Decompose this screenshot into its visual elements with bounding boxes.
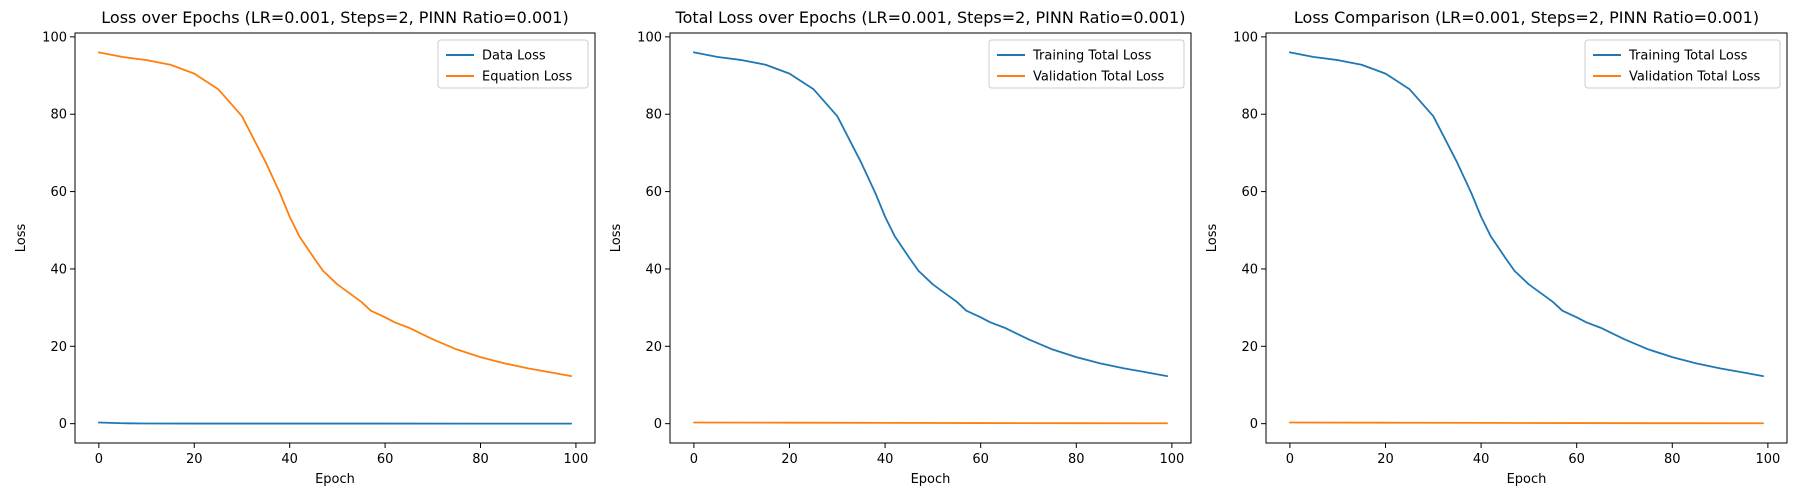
- series-line-1: [693, 51, 1168, 377]
- y-tick-label: 40: [50, 262, 67, 277]
- legend: Training Total Loss Validation Total Loss: [988, 39, 1185, 89]
- legend: Data Loss Equation Loss: [437, 39, 589, 89]
- series-line-2: [693, 421, 1168, 425]
- legend-label: Validation Total Loss: [1033, 70, 1165, 85]
- y-axis-label: Loss: [14, 224, 29, 253]
- y-tick-label: 20: [1241, 340, 1258, 355]
- plot-frame: [669, 32, 1192, 444]
- x-axis-label: Epoch: [911, 472, 951, 487]
- y-tick-label: 40: [1241, 262, 1258, 277]
- legend-box: [437, 39, 589, 89]
- plot-frame: [74, 32, 596, 444]
- y-tick-label: 40: [645, 262, 662, 277]
- y-tick-label: 0: [59, 417, 67, 432]
- y-tick-label: 80: [1241, 108, 1258, 123]
- legend: Training Total Loss Validation Total Loss: [1584, 39, 1781, 89]
- chart-2: Total Loss over Epochs (LR=0.001, Steps=…: [609, 8, 1192, 487]
- x-tick-label: 20: [186, 452, 203, 467]
- legend-label: Equation Loss: [482, 70, 572, 85]
- x-tick-label: 60: [377, 452, 394, 467]
- legend-box: [988, 39, 1185, 89]
- series-line-2: [1289, 421, 1764, 425]
- legend-box: [1584, 39, 1781, 89]
- series-line-2: [97, 51, 573, 377]
- x-tick-label: 20: [781, 452, 798, 467]
- x-tick-label: 100: [1159, 452, 1184, 467]
- x-tick-label: 80: [1068, 452, 1085, 467]
- x-tick-label: 100: [1755, 452, 1780, 467]
- x-tick-label: 0: [95, 452, 103, 467]
- x-tick-label: 60: [1568, 452, 1585, 467]
- y-tick-label: 100: [637, 30, 662, 45]
- y-tick-label: 80: [50, 108, 67, 123]
- y-tick-label: 100: [42, 30, 67, 45]
- chart-title: Loss Comparison (LR=0.001, Steps=2, PINN…: [1294, 8, 1759, 27]
- x-tick-label: 40: [281, 452, 298, 467]
- x-tick-label: 40: [1473, 452, 1490, 467]
- legend-label: Training Total Loss: [1628, 49, 1748, 64]
- y-tick-label: 60: [50, 185, 67, 200]
- y-tick-label: 0: [1250, 417, 1258, 432]
- x-tick-label: 100: [564, 452, 589, 467]
- y-axis-label: Loss: [609, 224, 624, 253]
- x-tick-label: 20: [1377, 452, 1394, 467]
- x-tick-label: 0: [1286, 452, 1294, 467]
- y-tick-label: 100: [1233, 30, 1258, 45]
- y-tick-label: 0: [654, 417, 662, 432]
- x-tick-label: 40: [877, 452, 894, 467]
- y-tick-label: 80: [645, 108, 662, 123]
- x-tick-label: 0: [690, 452, 698, 467]
- x-tick-label: 80: [472, 452, 489, 467]
- y-tick-label: 60: [1241, 185, 1258, 200]
- chart-title: Loss over Epochs (LR=0.001, Steps=2, PIN…: [101, 8, 568, 27]
- chart-1: Loss over Epochs (LR=0.001, Steps=2, PIN…: [14, 8, 596, 487]
- y-tick-label: 20: [645, 340, 662, 355]
- y-tick-label: 20: [50, 340, 67, 355]
- legend-label: Training Total Loss: [1032, 49, 1152, 64]
- chart-title: Total Loss over Epochs (LR=0.001, Steps=…: [675, 8, 1186, 27]
- x-axis-label: Epoch: [1507, 472, 1547, 487]
- x-axis-label: Epoch: [315, 472, 355, 487]
- y-tick-label: 60: [645, 185, 662, 200]
- chart-3: Loss Comparison (LR=0.001, Steps=2, PINN…: [1205, 8, 1788, 487]
- plot-frame: [1265, 32, 1788, 444]
- x-tick-label: 80: [1664, 452, 1681, 467]
- legend-label: Data Loss: [482, 49, 546, 64]
- series-line-1: [97, 421, 573, 425]
- y-axis-label: Loss: [1205, 224, 1220, 253]
- x-tick-label: 60: [972, 452, 989, 467]
- legend-label: Validation Total Loss: [1629, 70, 1761, 85]
- series-line-1: [1289, 51, 1764, 377]
